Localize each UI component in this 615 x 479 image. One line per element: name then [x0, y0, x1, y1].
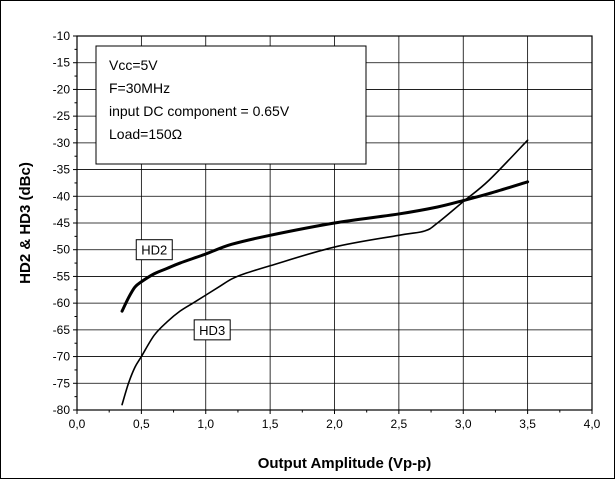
series-label-box [193, 319, 231, 341]
x-tick-label: 2,5 [391, 417, 408, 431]
y-tick-label: -60 [53, 296, 71, 310]
x-tick-label: 3,5 [519, 417, 536, 431]
x-tick-label: 4,0 [584, 417, 601, 431]
series-labels: HD2 HD3 [135, 239, 231, 341]
x-tick-label: 0,5 [133, 417, 150, 431]
y-tick-label: -80 [53, 403, 71, 417]
y-tick-label: -10 [53, 29, 71, 43]
condition-frequency: F=30MHz [109, 80, 170, 96]
y-tick-label: -75 [53, 376, 71, 390]
y-axis-title: HD2 & HD3 (dBc) [17, 162, 34, 284]
y-tick-label: -25 [53, 109, 71, 123]
conditions-box: Vcc=5V F=30MHz input DC component = 0.65… [95, 45, 367, 165]
y-tick-label: -65 [53, 323, 71, 337]
series-label-hd2: HD2 [135, 239, 173, 261]
series-layer [120, 139, 530, 406]
y-tick-label: -45 [53, 216, 71, 230]
x-tick-label: 1,5 [262, 417, 279, 431]
series-line-hd3 [121, 139, 529, 406]
condition-vcc: Vcc=5V [109, 57, 158, 73]
series-label-box [135, 239, 173, 261]
x-tick-label: 1,0 [197, 417, 214, 431]
x-tick-label: 3,0 [455, 417, 472, 431]
condition-load: Load=150Ω [109, 126, 182, 142]
series-label-hd3: HD3 [193, 319, 231, 341]
x-tick-label: 0,0 [69, 417, 86, 431]
x-tick-label: 2,0 [326, 417, 343, 431]
y-tick-label: -30 [53, 136, 71, 150]
series-label-text: HD2 [141, 243, 167, 258]
axis-ticks: 0,0 0,5 1,0 1,5 2,0 2,5 3,0 3,5 4,0 -10 -15 -20 -25 -… [53, 29, 601, 431]
y-tick-label: -35 [53, 163, 71, 177]
series-label-text: HD3 [199, 323, 225, 338]
y-tick-label: -70 [53, 350, 71, 364]
y-tick-label: -55 [53, 269, 71, 283]
y-tick-label: -40 [53, 189, 71, 203]
y-tick-label: -15 [53, 56, 71, 70]
x-axis-title: Output Amplitude (Vp-p) [258, 455, 432, 472]
series-line-hd2 [120, 180, 530, 313]
y-tick-label: -20 [53, 82, 71, 96]
condition-dc-component: input DC component = 0.65V [109, 103, 290, 119]
y-tick-label: -50 [53, 243, 71, 257]
